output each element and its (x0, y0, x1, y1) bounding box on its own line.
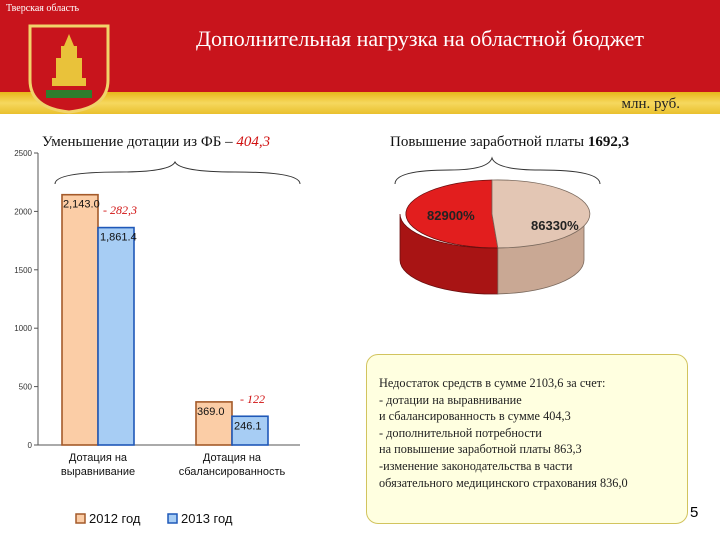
y-tick-label: 0 (28, 441, 33, 450)
bar-2013 (231, 415, 269, 446)
page-number: 5 (690, 504, 699, 521)
bar-2012 (195, 401, 233, 446)
bar-2013 (97, 226, 135, 446)
bar-value-label: 1,861.4 (100, 232, 137, 244)
y-tick-label: 2000 (14, 207, 32, 216)
pie-data-label: 82900% (427, 208, 475, 223)
y-tick-label: 2500 (14, 149, 32, 158)
note-line: -изменение законодательства в части (379, 458, 573, 473)
left-chart-subtitle: Уменьшение дотации из ФБ – 404,3 (42, 134, 270, 151)
category-label: сбалансированность (179, 466, 286, 478)
right-chart-subtitle: Повышение заработной платы 1692,3 (390, 134, 629, 151)
left-subtitle-text: Уменьшение дотации из ФБ – (42, 134, 237, 150)
bar-value-label: 246.1 (234, 420, 262, 432)
coat-of-arms-icon (28, 24, 110, 114)
legend-swatch (75, 513, 86, 524)
note-line: на повышение заработной платы 863,3 (379, 442, 582, 457)
note-line: Недостаток средств в сумме 2103,6 за сче… (379, 376, 606, 390)
difference-label: - 122 (240, 392, 265, 406)
right-subtitle-value: 1692,3 (587, 134, 630, 150)
note-line: - дополнительной потребности (379, 425, 542, 440)
brace-left (54, 160, 301, 185)
legend-swatch (167, 513, 178, 524)
note-line: - дотации на выравнивание (379, 392, 522, 407)
legend-label: 2013 год (181, 511, 233, 526)
note-line: обязательного медицинского страхования 8… (379, 475, 628, 490)
bar-value-label: 369.0 (197, 406, 225, 418)
right-subtitle-text: Повышение заработной платы (390, 134, 588, 150)
bar-value-label: 2,143.0 (63, 199, 100, 211)
pie-slice (491, 179, 591, 249)
category-label: Дотация на (69, 452, 128, 464)
y-tick-label: 1500 (14, 266, 32, 275)
bar-2012 (61, 193, 99, 446)
left-subtitle-value: 404,3 (236, 134, 271, 150)
y-tick-label: 1000 (14, 324, 32, 333)
header-gold-stripe (0, 92, 720, 114)
y-tick-label: 500 (19, 383, 33, 392)
pie-slice (405, 179, 499, 249)
shortfall-note: Недостаток средств в сумме 2103,6 за сче… (366, 354, 688, 524)
category-label: выравнивание (61, 466, 135, 478)
page-title: Дополнительная нагрузка на областной бюд… (196, 26, 644, 51)
difference-label: - 282,3 (103, 203, 137, 217)
note-line: и сбалансированность в сумме 404,3 (379, 409, 571, 424)
unit-label: млн. руб. (621, 96, 681, 112)
header-band (0, 0, 720, 92)
brace-right (394, 156, 601, 185)
region-name: Тверская область (6, 3, 80, 14)
pie-data-label: 86330% (531, 218, 579, 233)
category-label: Дотация на (203, 452, 262, 464)
legend-label: 2012 год (89, 511, 141, 526)
